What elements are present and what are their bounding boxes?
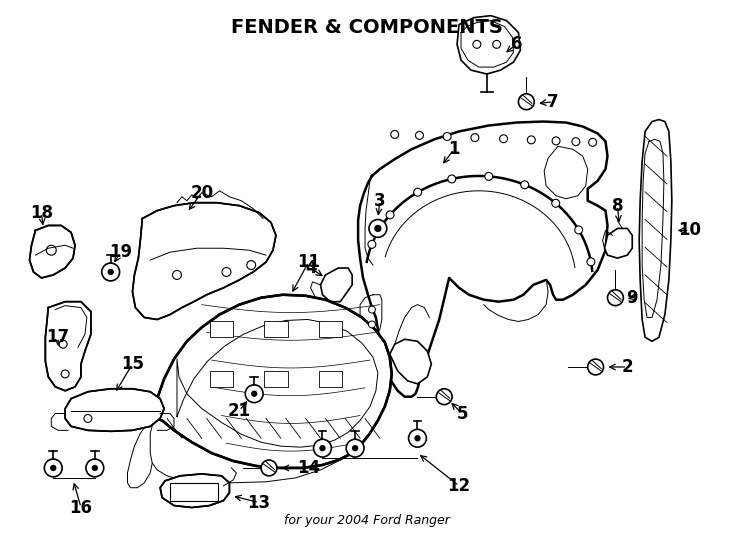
- Circle shape: [572, 138, 580, 146]
- Text: 2: 2: [622, 358, 633, 376]
- Circle shape: [368, 240, 376, 248]
- Circle shape: [587, 258, 595, 266]
- Text: 20: 20: [190, 184, 214, 202]
- Circle shape: [448, 175, 456, 183]
- Circle shape: [484, 172, 493, 180]
- Polygon shape: [639, 119, 672, 341]
- Polygon shape: [46, 302, 91, 391]
- Circle shape: [245, 385, 263, 403]
- Circle shape: [500, 135, 507, 143]
- Circle shape: [172, 271, 181, 279]
- Circle shape: [59, 340, 67, 348]
- Circle shape: [443, 132, 451, 140]
- Polygon shape: [457, 16, 520, 74]
- Circle shape: [518, 94, 534, 110]
- Bar: [170, 483, 217, 501]
- Polygon shape: [605, 228, 632, 258]
- Text: 8: 8: [611, 197, 623, 215]
- Circle shape: [409, 429, 426, 447]
- Circle shape: [390, 131, 399, 138]
- Polygon shape: [65, 389, 164, 431]
- Text: 16: 16: [70, 498, 92, 517]
- Text: 5: 5: [457, 404, 468, 422]
- Circle shape: [368, 306, 375, 313]
- Circle shape: [102, 263, 120, 281]
- Text: 14: 14: [297, 459, 320, 477]
- Text: for your 2004 Ford Ranger: for your 2004 Ford Ranger: [284, 514, 450, 528]
- Text: 21: 21: [228, 402, 251, 420]
- Circle shape: [436, 389, 452, 404]
- Circle shape: [352, 446, 357, 450]
- Polygon shape: [132, 202, 276, 320]
- Text: 11: 11: [297, 253, 320, 271]
- Circle shape: [527, 136, 535, 144]
- Bar: [319, 321, 342, 338]
- Circle shape: [386, 211, 394, 219]
- Circle shape: [375, 226, 381, 232]
- Circle shape: [575, 226, 583, 234]
- Text: 18: 18: [30, 204, 53, 221]
- Circle shape: [608, 290, 623, 306]
- Circle shape: [473, 40, 481, 48]
- Bar: [210, 371, 233, 387]
- Circle shape: [51, 465, 56, 470]
- Circle shape: [589, 138, 597, 146]
- Text: 6: 6: [511, 35, 522, 53]
- Circle shape: [252, 392, 257, 396]
- Bar: [210, 321, 233, 338]
- Bar: [319, 371, 342, 387]
- Circle shape: [493, 40, 501, 48]
- Circle shape: [61, 370, 69, 378]
- Circle shape: [588, 359, 603, 375]
- Circle shape: [552, 137, 560, 145]
- Circle shape: [368, 321, 375, 328]
- Circle shape: [108, 269, 113, 274]
- Polygon shape: [390, 339, 432, 384]
- Text: FENDER & COMPONENTS: FENDER & COMPONENTS: [231, 18, 503, 37]
- Circle shape: [414, 188, 421, 196]
- Text: 4: 4: [305, 259, 316, 277]
- Text: 1: 1: [448, 140, 459, 158]
- Polygon shape: [160, 474, 230, 508]
- Text: 19: 19: [109, 243, 132, 261]
- Circle shape: [346, 439, 364, 457]
- Circle shape: [415, 131, 424, 139]
- Circle shape: [44, 459, 62, 477]
- Bar: [264, 371, 288, 387]
- Circle shape: [552, 199, 560, 207]
- Circle shape: [84, 415, 92, 422]
- Polygon shape: [321, 268, 352, 302]
- Text: 13: 13: [247, 494, 271, 511]
- Circle shape: [222, 267, 231, 276]
- Circle shape: [313, 439, 331, 457]
- Text: 10: 10: [678, 221, 701, 239]
- Polygon shape: [154, 295, 392, 468]
- Text: 7: 7: [548, 93, 559, 111]
- Circle shape: [520, 181, 528, 189]
- Circle shape: [415, 436, 420, 441]
- Circle shape: [320, 446, 325, 450]
- Circle shape: [471, 134, 479, 141]
- Text: 3: 3: [374, 192, 385, 210]
- Polygon shape: [29, 226, 75, 278]
- Circle shape: [92, 465, 98, 470]
- Circle shape: [261, 460, 277, 476]
- Text: 15: 15: [121, 355, 144, 373]
- Text: 9: 9: [626, 289, 638, 307]
- Text: 12: 12: [448, 477, 470, 495]
- Circle shape: [46, 245, 57, 255]
- Circle shape: [369, 220, 387, 238]
- Text: 17: 17: [47, 328, 70, 346]
- Circle shape: [247, 261, 255, 269]
- Circle shape: [86, 459, 103, 477]
- Bar: [264, 321, 288, 338]
